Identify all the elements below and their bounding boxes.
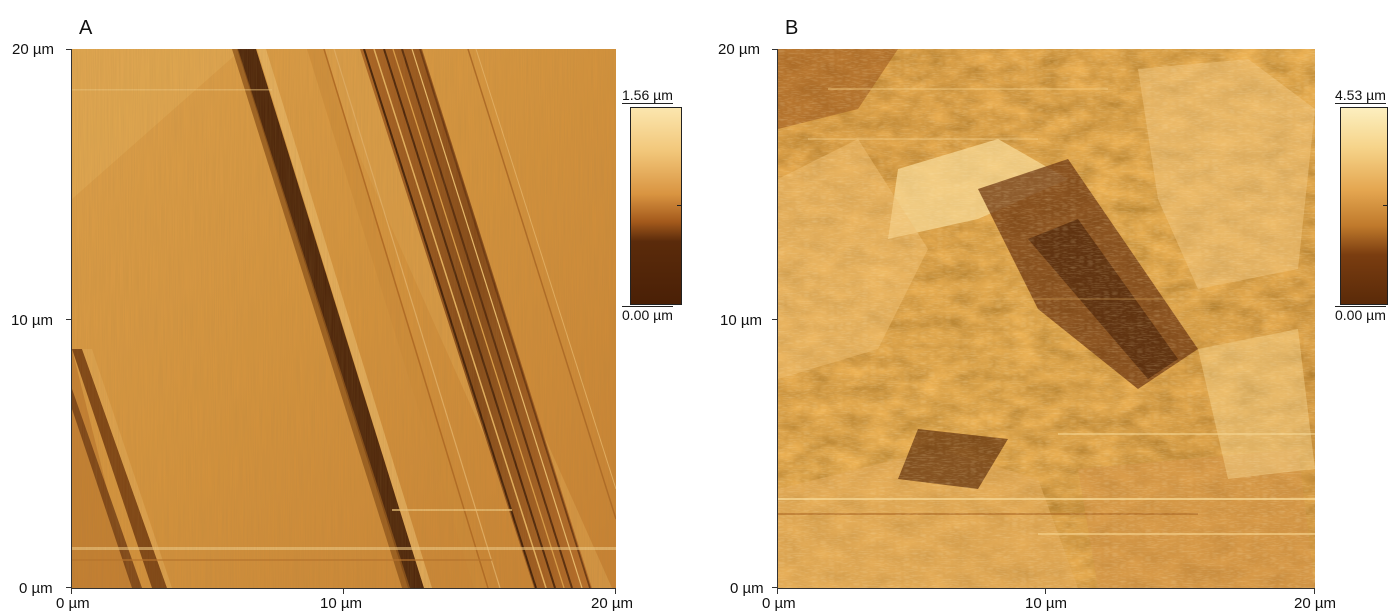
panel-a-x-tickmark-20 [615, 588, 616, 594]
panel-b-colorbar-min-label: 0.00 µm [1335, 306, 1386, 323]
panel-b-y-tick-20: 20 µm [718, 41, 760, 58]
panel-a-y-tick-0: 0 µm [19, 580, 53, 597]
panel-a: A 20 µm 10 µm 0 µm 0 µm 10 µm 20 µm [11, 17, 682, 612]
panel-a-x-tickmark-10 [343, 588, 344, 594]
panel-a-y-axis [71, 49, 72, 588]
panel-a-colorbar-max-label: 1.56 µm [622, 87, 673, 104]
panel-b-y-tickmark-10 [772, 319, 778, 320]
panel-a-colorbar-tick-mid [677, 205, 682, 206]
panel-b-x-tick-0: 0 µm [762, 595, 796, 612]
panel-b: B 20 µm 10 µm 0 µm 0 µm 10 µm 20 µm [700, 0, 1394, 615]
panel-b-y-tick-10: 10 µm [720, 312, 762, 329]
panel-b-surface [778, 49, 1315, 588]
panel-b-colorbar-tick-mid [1383, 205, 1388, 206]
panel-a-y-tickmark-0 [66, 587, 72, 588]
panel-b-y-tick-0: 0 µm [730, 580, 764, 597]
panel-b-x-tick-20: 20 µm [1294, 595, 1336, 612]
panel-b-afm-image [778, 49, 1315, 588]
panel-a-surface [72, 49, 616, 588]
panel-a-x-tick-20: 20 µm [591, 595, 633, 612]
panel-b-y-tickmark-0 [772, 587, 778, 588]
panel-b-x-tickmark-20 [1314, 588, 1315, 594]
panel-a-x-tickmark-0 [71, 588, 72, 594]
panel-a-y-tick-10: 10 µm [11, 312, 53, 329]
panel-b-colorbar-max-label: 4.53 µm [1335, 87, 1386, 104]
panel-b-colorbar [1340, 107, 1388, 305]
panel-b-y-tickmark-20 [772, 49, 778, 50]
panel-b-x-tickmark-10 [1045, 588, 1046, 594]
panel-b-letter: B [785, 17, 799, 39]
panel-a-letter: A [79, 17, 93, 39]
panel-b-y-axis [777, 49, 778, 588]
panel-b-x-tick-10: 10 µm [1025, 595, 1067, 612]
panel-a-x-tick-0: 0 µm [56, 595, 90, 612]
panel-a-x-tick-10: 10 µm [320, 595, 362, 612]
panel-a-y-tickmark-20 [66, 49, 72, 50]
panel-a-y-tick-20: 20 µm [12, 41, 54, 58]
panel-b-x-tickmark-0 [777, 588, 778, 594]
panel-b-x-axis [777, 588, 1315, 589]
panel-a-afm-image [72, 49, 616, 588]
panel-a-y-tickmark-10 [66, 319, 72, 320]
panel-a-colorbar [630, 107, 682, 305]
panel-a-colorbar-min-label: 0.00 µm [622, 306, 673, 323]
